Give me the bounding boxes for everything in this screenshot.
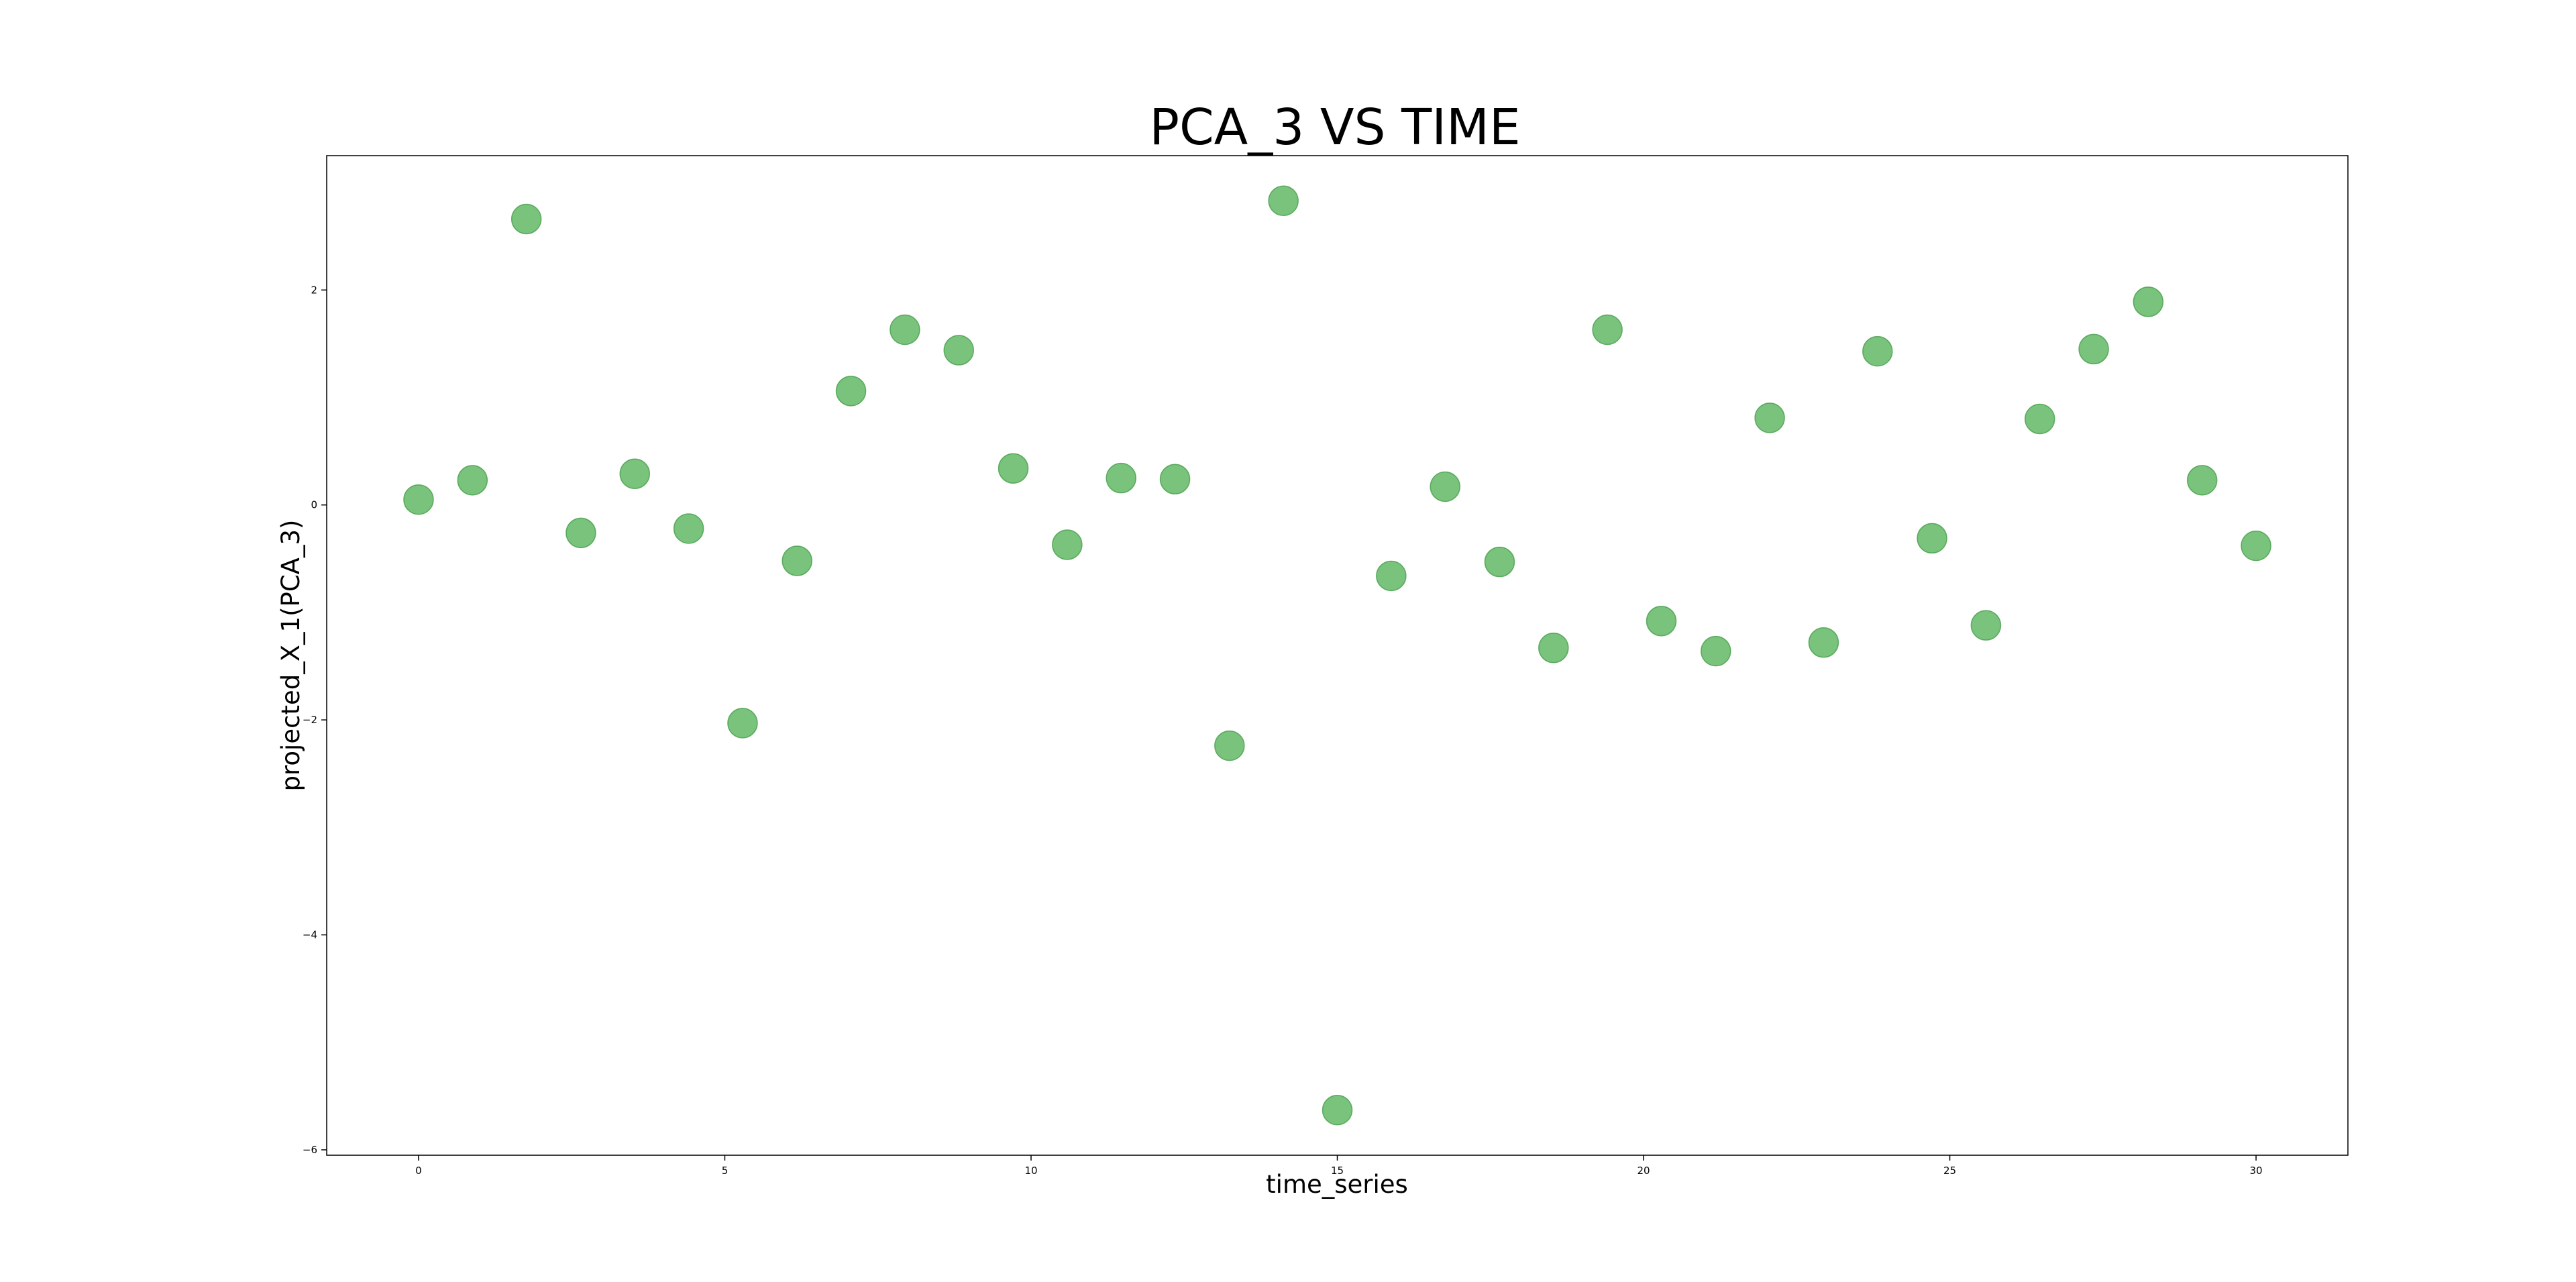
x-axis-ticks: 0 5 10 15 20 25 30: [415, 1155, 2263, 1177]
scatter-point: [1970, 610, 2002, 641]
scatter-point: [2133, 286, 2164, 317]
scatter-point: [566, 517, 596, 549]
scatter-point: [782, 545, 812, 576]
scatter-point: [1646, 605, 1677, 637]
scatter-point: [2186, 465, 2218, 496]
scatter-point: [1538, 633, 1569, 663]
scatter-point: [1701, 635, 1731, 667]
plot-area-frame: [326, 155, 2349, 1156]
scatter-point: [1917, 523, 1947, 554]
scatter-point: [673, 513, 704, 544]
y-axis-label: projected_X_1(PCA_3): [276, 520, 305, 792]
x-tick-label: 0: [415, 1165, 422, 1177]
y-tick-label: 2: [311, 284, 317, 296]
scatter-point: [1106, 462, 1136, 494]
scatter-point: [1592, 314, 1623, 345]
scatter-point: [1214, 730, 1245, 761]
chart-title: PCA_3 VS TIME: [1149, 99, 1520, 156]
scatter-point: [727, 708, 758, 739]
y-tick-label: −4: [303, 929, 317, 941]
x-tick-label: 20: [1637, 1165, 1650, 1177]
scatter-point: [1430, 471, 1460, 502]
x-tick-label: 25: [1943, 1165, 1956, 1177]
data-points: [403, 185, 2271, 1126]
scatter-point: [835, 376, 867, 407]
scatter-point: [2024, 403, 2055, 435]
x-axis-label: time_series: [1266, 1170, 1408, 1199]
y-tick-label: 0: [311, 499, 317, 511]
scatter-point: [943, 335, 974, 366]
scatter-point: [1268, 185, 1299, 217]
x-tick-label: 10: [1024, 1165, 1037, 1177]
x-tick-label: 30: [2249, 1165, 2262, 1177]
y-tick-label: −2: [303, 714, 317, 726]
x-tick-label: 15: [1331, 1165, 1344, 1177]
scatter-point: [1754, 403, 1785, 433]
scatter-point: [2078, 333, 2109, 365]
scatter-point: [1376, 560, 1407, 592]
y-axis-ticks: −6 −4 −2 0 2: [303, 284, 327, 1156]
scatter-point: [890, 314, 920, 345]
x-tick-label: 5: [722, 1165, 729, 1177]
scatter-point: [1808, 627, 1839, 658]
y-tick-label: −6: [303, 1144, 317, 1156]
scatter-point: [1159, 464, 1191, 494]
scatter-point: [1862, 335, 1893, 367]
scatter-point: [998, 453, 1029, 484]
scatter-point: [403, 484, 434, 515]
scatter-point: [457, 465, 488, 496]
scatter-point: [619, 458, 651, 489]
scatter-point: [2241, 530, 2271, 562]
scatter-point: [1484, 546, 1515, 578]
scatter-point: [511, 203, 542, 235]
scatter-point: [1322, 1094, 1353, 1126]
scatter-point: [1052, 529, 1083, 560]
